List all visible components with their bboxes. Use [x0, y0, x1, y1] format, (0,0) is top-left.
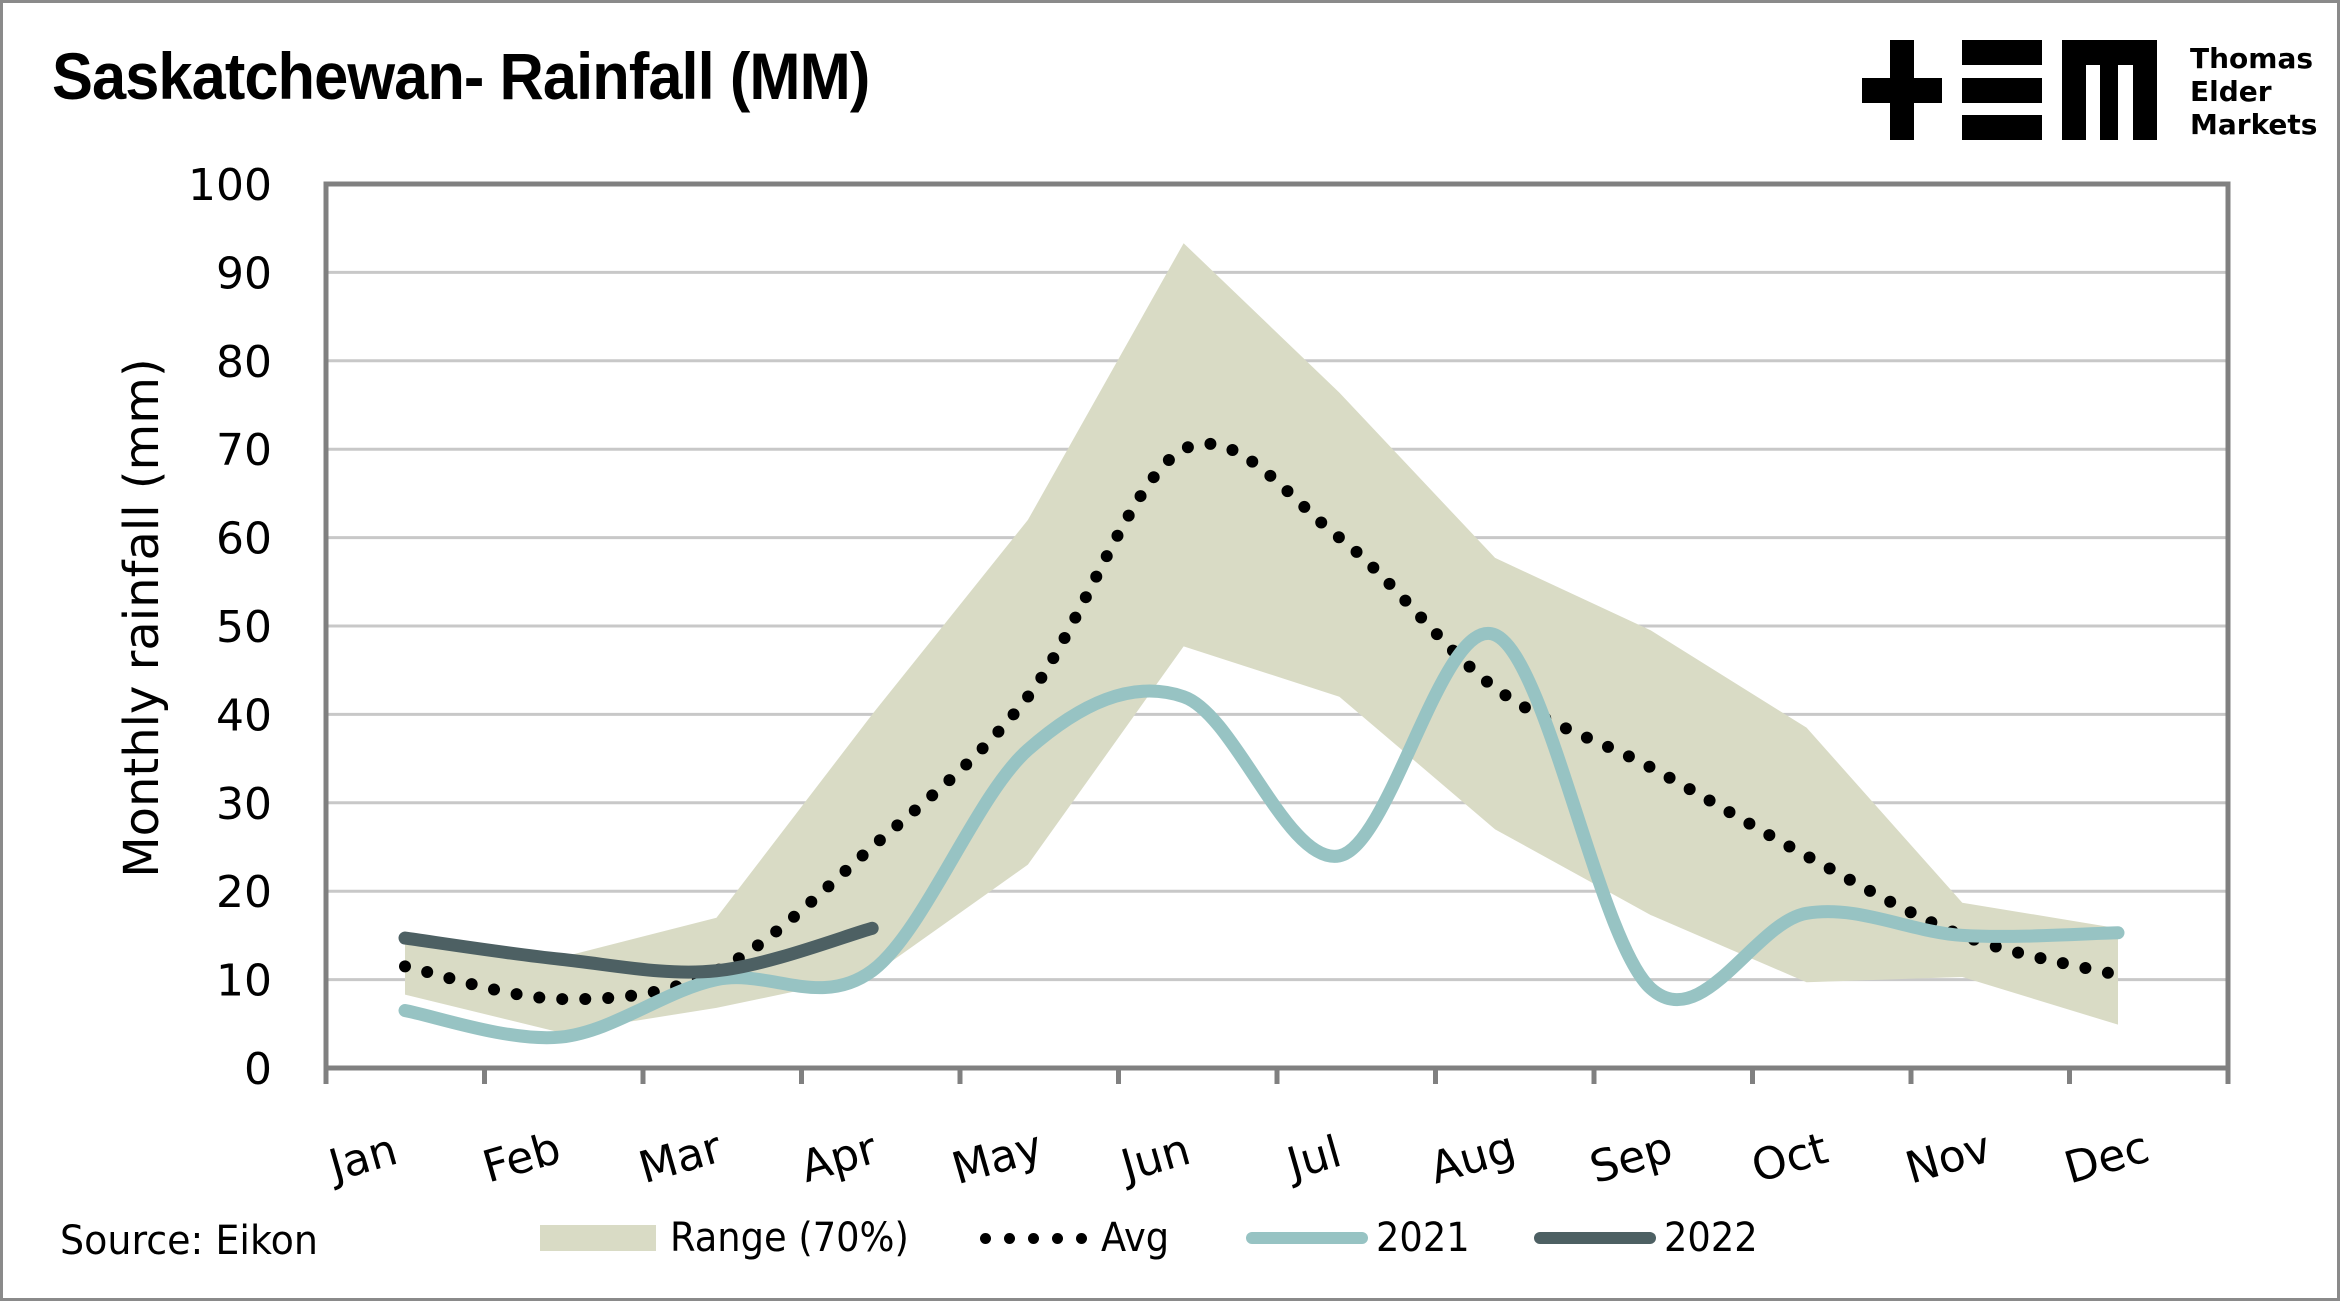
- x-tick-label-aug: Aug: [1424, 1122, 1521, 1195]
- y-tick-label-80: 80: [216, 337, 272, 388]
- y-tick-label-100: 100: [188, 160, 272, 211]
- y-tick-label-90: 90: [216, 248, 272, 299]
- chart-title: Saskatchewan- Rainfall (MM): [52, 39, 870, 113]
- legend-item-2021: 2021: [1246, 1210, 1478, 1266]
- axes: [323, 181, 2231, 1084]
- x-tick-label-jan: Jan: [321, 1124, 403, 1193]
- x-tick-label-feb: Feb: [477, 1123, 566, 1193]
- legend-swatch-avg: [980, 1232, 1087, 1244]
- logo-line-3: Markets: [2190, 108, 2318, 141]
- range-band: [405, 243, 2118, 1033]
- y-axis-label: Monthly rainfall (mm): [114, 358, 170, 878]
- legend-label-2022: 2022: [1664, 1215, 1758, 1261]
- x-tick-label-jun: Jun: [1113, 1124, 1196, 1193]
- legend-item-2022: 2022: [1534, 1210, 1766, 1266]
- x-tick-label-dec: Dec: [2059, 1122, 2155, 1194]
- y-tick-label-40: 40: [216, 690, 272, 741]
- y-tick-label-50: 50: [216, 602, 272, 653]
- x-tick-labels: Jan Feb Mar Apr May Jun Jul Aug Sep Oct Nov Dec: [321, 1121, 2155, 1195]
- source-note: Source: Eikon: [60, 1218, 318, 1264]
- series-2021: [398, 626, 2125, 1045]
- y-tick-label-20: 20: [216, 867, 272, 918]
- x-tick-label-may: May: [947, 1121, 1049, 1195]
- y-tick-labels: 0 10 20 30 40 50 60 70 80 90 100: [188, 160, 272, 1095]
- legend-label-2021: 2021: [1376, 1215, 1470, 1261]
- legend-item-range: Range (70%): [540, 1210, 930, 1266]
- legend-label-avg: Avg: [1101, 1215, 1170, 1261]
- logo-line-1: Thomas: [2190, 42, 2314, 75]
- x-tick-label-sep: Sep: [1584, 1122, 1678, 1194]
- x-tick-label-apr: Apr: [795, 1123, 883, 1193]
- logo-line-2: Elder: [2190, 75, 2272, 108]
- legend-swatch-2022: [1534, 1232, 1656, 1244]
- x-tick-label-oct: Oct: [1746, 1123, 1833, 1193]
- legend-item-avg: Avg: [980, 1210, 1175, 1266]
- legend-swatch-range: [540, 1225, 656, 1251]
- x-tick-label-jul: Jul: [1279, 1126, 1347, 1190]
- y-tick-label-10: 10: [216, 956, 272, 1007]
- legend-label-range: Range (70%): [670, 1215, 909, 1261]
- x-tick-label-mar: Mar: [633, 1122, 728, 1194]
- y-tick-label-70: 70: [216, 425, 272, 476]
- series-2022: [398, 921, 879, 979]
- series-layer: [398, 437, 2125, 1045]
- y-tick-label-30: 30: [216, 779, 272, 830]
- y-tick-label-0: 0: [244, 1044, 272, 1095]
- logo-wordmark: Thomas Elder Markets: [2190, 42, 2317, 141]
- x-tick-label-nov: Nov: [1900, 1122, 1997, 1195]
- tem-logo-icon: [1862, 40, 2157, 140]
- range-band-layer: [405, 243, 2118, 1033]
- y-tick-label-60: 60: [216, 514, 272, 565]
- legend-swatch-2021: [1246, 1232, 1368, 1244]
